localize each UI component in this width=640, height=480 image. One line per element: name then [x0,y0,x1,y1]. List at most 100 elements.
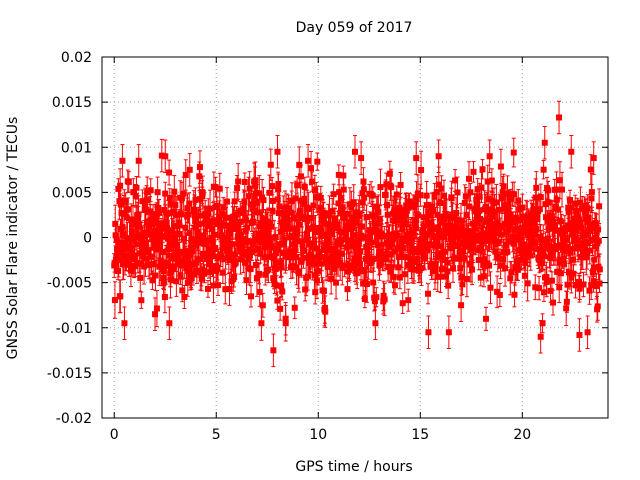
data-point [199,189,206,196]
data-point [292,195,299,202]
data-point [459,233,466,240]
data-point [540,289,547,296]
data-point [144,189,151,196]
data-point [195,220,202,227]
data-point [476,193,483,200]
data-point [143,197,150,204]
data-point [516,206,523,213]
data-point [438,185,445,192]
data-point [122,199,129,206]
data-point [311,187,318,194]
data-point [116,198,123,205]
data-point [418,265,425,272]
data-point [452,228,459,235]
data-point [165,246,172,253]
data-point [519,228,526,235]
data-point [505,207,512,214]
data-point [395,253,402,260]
data-point [215,282,222,289]
data-point [315,248,322,255]
data-point [411,201,418,208]
data-point [494,288,501,295]
data-point [444,259,451,266]
data-point [419,240,426,247]
data-point [269,183,276,190]
data-point [384,202,391,209]
data-point [445,282,452,289]
data-point [325,235,332,242]
data-point [484,178,491,185]
data-point [255,231,262,238]
data-point [477,215,484,222]
data-point [172,202,179,209]
data-point [120,210,127,217]
data-point [473,201,480,208]
data-point [209,239,216,246]
data-point [217,254,224,261]
data-point [345,219,352,226]
data-point [242,259,249,266]
data-point [302,286,309,293]
data-point [214,264,221,271]
data-point [132,192,139,199]
data-point [335,254,342,261]
data-point [505,238,512,245]
data-point [312,229,319,236]
data-point [321,220,328,227]
data-point [398,253,405,260]
data-point [441,257,448,264]
data-point [350,199,357,206]
data-point [288,209,295,216]
data-point [503,228,510,235]
data-point [293,232,300,239]
data-point [540,236,547,243]
data-point [171,223,178,230]
data-point [512,214,519,221]
data-point [514,266,521,273]
data-point [147,217,154,224]
data-point [449,214,456,221]
data-point [501,248,508,255]
data-point [520,213,527,220]
data-point [450,265,457,272]
data-point [448,242,455,249]
data-point [344,210,351,217]
data-point [277,259,284,266]
data-point [491,208,498,215]
data-point [240,205,247,212]
data-point [309,240,316,247]
data-point [198,275,205,282]
data-point [141,263,148,270]
data-point [383,256,390,263]
data-point [308,165,315,172]
data-point [437,199,444,206]
data-point [319,232,326,239]
data-point [363,214,370,221]
data-point [333,249,340,256]
data-point [128,216,135,223]
data-point [111,259,118,266]
data-point [359,199,366,206]
data-point [463,275,470,282]
data-point [337,240,344,247]
data-point [387,251,394,258]
data-point [243,217,250,224]
data-point [311,272,318,279]
data-point [171,188,178,195]
data-point [236,218,243,225]
data-point [133,184,140,191]
data-point [542,201,549,208]
data-point [137,274,144,281]
data-point [517,216,524,223]
data-point [382,251,389,258]
data-point [243,277,250,284]
data-point [190,270,197,277]
data-point [492,248,499,255]
data-point [370,213,377,220]
data-point [388,184,395,191]
data-point [251,207,258,214]
data-point [122,240,129,247]
data-point [457,217,464,224]
data-point [442,248,449,255]
data-point [163,263,170,270]
